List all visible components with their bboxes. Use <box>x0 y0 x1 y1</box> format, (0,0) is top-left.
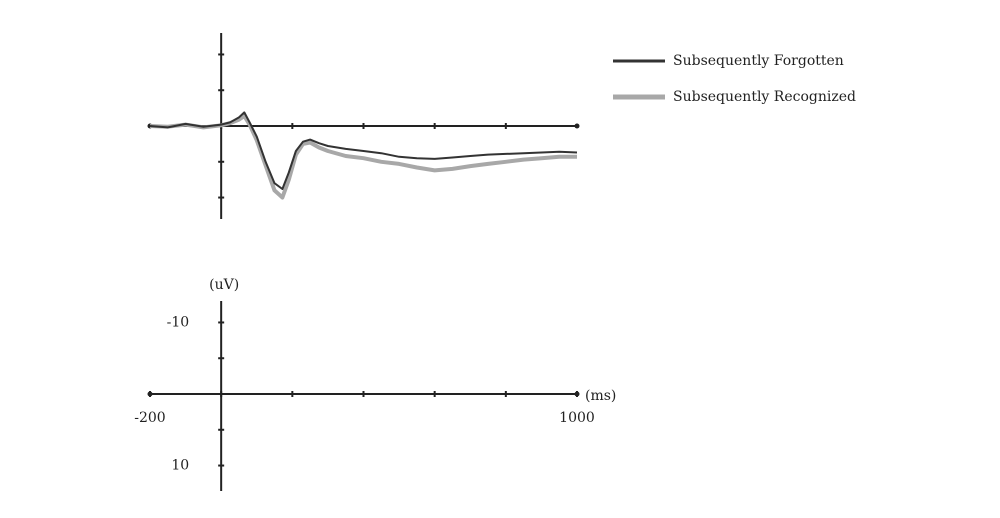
axis-end <box>574 123 580 129</box>
y-tick-label: -10 <box>167 314 190 330</box>
legend-label: Subsequently Forgotten <box>673 53 844 69</box>
legend-label: Subsequently Recognized <box>673 89 856 105</box>
x-tick-label: -200 <box>134 410 165 426</box>
x-axis-label: (ms) <box>585 388 616 404</box>
y-tick-label: 10 <box>171 458 189 474</box>
x-tick-label: 1000 <box>559 410 595 426</box>
y-axis-label: (uV) <box>209 277 239 293</box>
series-line <box>149 114 577 200</box>
series-line <box>149 111 578 190</box>
